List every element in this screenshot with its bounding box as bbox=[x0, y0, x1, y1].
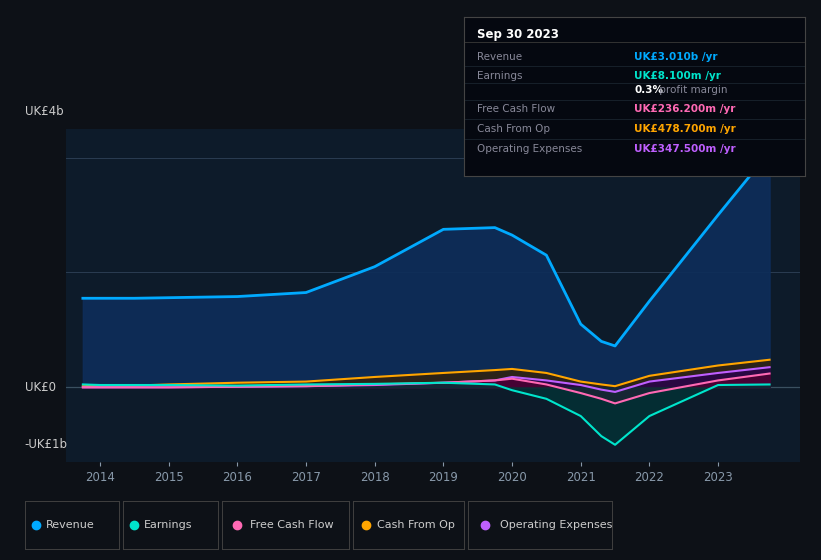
Text: UK£0: UK£0 bbox=[25, 381, 56, 394]
Text: 0.3%: 0.3% bbox=[635, 85, 663, 95]
Text: Revenue: Revenue bbox=[45, 520, 94, 530]
Text: Earnings: Earnings bbox=[144, 520, 192, 530]
Text: Operating Expenses: Operating Expenses bbox=[478, 144, 583, 154]
Text: Cash From Op: Cash From Op bbox=[378, 520, 456, 530]
Text: Free Cash Flow: Free Cash Flow bbox=[478, 104, 556, 114]
Text: UK£4b: UK£4b bbox=[25, 105, 63, 118]
Text: -UK£1b: -UK£1b bbox=[25, 438, 67, 451]
Text: profit margin: profit margin bbox=[656, 85, 728, 95]
Text: Cash From Op: Cash From Op bbox=[478, 124, 551, 133]
Text: Free Cash Flow: Free Cash Flow bbox=[250, 520, 333, 530]
Text: UK£236.200m /yr: UK£236.200m /yr bbox=[635, 104, 736, 114]
Text: Operating Expenses: Operating Expenses bbox=[500, 520, 612, 530]
Text: UK£3.010b /yr: UK£3.010b /yr bbox=[635, 52, 718, 62]
Text: Earnings: Earnings bbox=[478, 71, 523, 81]
Text: UK£478.700m /yr: UK£478.700m /yr bbox=[635, 124, 736, 133]
Text: Revenue: Revenue bbox=[478, 52, 523, 62]
Text: UK£8.100m /yr: UK£8.100m /yr bbox=[635, 71, 721, 81]
Text: UK£347.500m /yr: UK£347.500m /yr bbox=[635, 144, 736, 154]
Text: Sep 30 2023: Sep 30 2023 bbox=[478, 28, 559, 41]
